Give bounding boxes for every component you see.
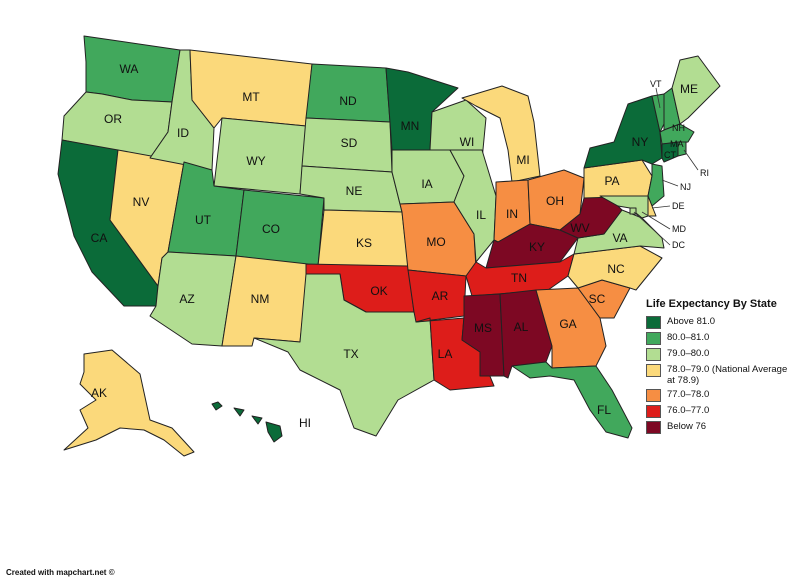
label-nd: ND: [339, 94, 357, 108]
legend-item: 78.0–79.0 (National Average at 78.9): [646, 364, 796, 386]
state-labels: WA OR CA NV ID MT WY UT CO AZ NM ND SD N…: [91, 62, 709, 430]
label-co: CO: [262, 222, 280, 236]
label-sd: SD: [341, 136, 358, 150]
legend: Life Expectancy By State Above 81.0 80.0…: [646, 298, 796, 437]
legend-swatch: [646, 389, 661, 402]
label-wy: WY: [246, 154, 265, 168]
state-nj[interactable]: [647, 163, 665, 207]
legend-item: 76.0–77.0: [646, 405, 796, 418]
legend-label: Above 81.0: [667, 316, 716, 327]
label-ca: CA: [91, 231, 108, 245]
legend-label: 77.0–78.0: [667, 389, 710, 400]
legend-swatch: [646, 332, 661, 345]
state-co[interactable]: [235, 189, 325, 267]
legend-label: Below 76: [667, 421, 707, 432]
legend-item: 80.0–81.0: [646, 332, 796, 345]
label-ri: RI: [700, 168, 709, 178]
state-ny[interactable]: [583, 95, 663, 169]
legend-swatch: [646, 421, 661, 434]
legend-item: Above 81.0: [646, 316, 796, 329]
label-md: MD: [672, 224, 686, 234]
label-vt: VT: [650, 79, 662, 89]
label-dc: DC: [672, 240, 685, 250]
legend-swatch: [646, 364, 661, 377]
label-mo: MO: [426, 235, 445, 249]
state-tx[interactable]: [253, 273, 435, 437]
label-ok: OK: [370, 284, 387, 298]
label-tn: TN: [511, 271, 527, 285]
credit-text: Created with mapchart.net ©: [6, 568, 115, 577]
state-mt[interactable]: [189, 49, 313, 129]
label-mi: MI: [516, 153, 529, 167]
label-az: AZ: [179, 292, 194, 306]
label-wv: WV: [570, 221, 589, 235]
legend-label: 76.0–77.0: [667, 405, 710, 416]
label-ny: NY: [632, 135, 649, 149]
label-id: ID: [177, 126, 189, 140]
label-de: DE: [672, 201, 685, 211]
label-ky: KY: [529, 240, 545, 254]
legend-label: 78.0–79.0 (National Average at 78.9): [667, 364, 788, 386]
legend-swatch: [646, 405, 661, 418]
legend-label: 80.0–81.0: [667, 332, 710, 343]
label-nj: NJ: [680, 182, 691, 192]
legend-item: Below 76: [646, 421, 796, 434]
label-ut: UT: [195, 213, 212, 227]
label-ga: GA: [559, 317, 576, 331]
label-in: IN: [506, 207, 518, 221]
label-ms: MS: [474, 321, 492, 335]
label-wa: WA: [120, 62, 139, 76]
label-la: LA: [438, 347, 453, 361]
label-mt: MT: [242, 90, 260, 104]
label-me: ME: [680, 82, 698, 96]
state-ar[interactable]: [407, 269, 467, 323]
label-hi: HI: [299, 416, 311, 430]
state-ct[interactable]: [661, 141, 679, 163]
label-tx: TX: [343, 347, 358, 361]
label-ar: AR: [432, 289, 449, 303]
legend-item: 79.0–80.0: [646, 348, 796, 361]
label-or: OR: [104, 112, 122, 126]
label-nv: NV: [133, 195, 150, 209]
label-il: IL: [476, 208, 486, 222]
state-fl[interactable]: [511, 361, 633, 439]
label-ks: KS: [356, 236, 372, 250]
legend-title: Life Expectancy By State: [646, 298, 777, 310]
label-ia: IA: [421, 177, 432, 191]
state-nd[interactable]: [305, 63, 391, 123]
legend-label: 79.0–80.0: [667, 348, 710, 359]
label-nh: NH: [672, 123, 685, 133]
label-va: VA: [612, 231, 627, 245]
label-ma: MA: [670, 139, 684, 149]
label-al: AL: [514, 320, 529, 334]
label-nc: NC: [607, 262, 625, 276]
label-mn: MN: [401, 119, 420, 133]
label-fl: FL: [597, 403, 611, 417]
legend-item: 77.0–78.0: [646, 389, 796, 402]
label-ne: NE: [346, 184, 363, 198]
state-hi[interactable]: [211, 401, 283, 443]
label-wi: WI: [460, 135, 475, 149]
state-mi[interactable]: [461, 85, 541, 183]
label-ak: AK: [91, 386, 107, 400]
leader-lines: [633, 87, 699, 246]
label-pa: PA: [604, 174, 619, 188]
label-sc: SC: [589, 292, 606, 306]
label-ct: CT: [664, 150, 676, 160]
legend-swatch: [646, 316, 661, 329]
state-ri[interactable]: [677, 141, 687, 157]
label-nm: NM: [251, 292, 270, 306]
legend-swatch: [646, 348, 661, 361]
label-oh: OH: [546, 194, 564, 208]
state-ak[interactable]: [63, 349, 195, 457]
